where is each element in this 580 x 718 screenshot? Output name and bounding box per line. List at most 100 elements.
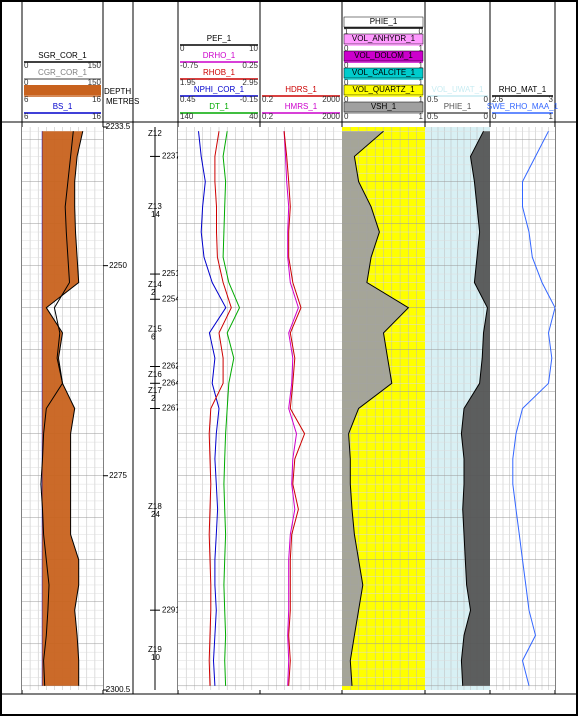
scale-min: 140 <box>180 112 194 121</box>
zone-name: Z17 <box>148 386 162 395</box>
curve-name: DRHO_1 <box>203 51 236 60</box>
curve-header-box <box>343 67 424 79</box>
depth-unit: METRES <box>106 97 139 106</box>
curve-name: CAL_1 <box>50 85 75 94</box>
scale-min: 0 <box>344 61 349 70</box>
curve-name: CGR_COR_1 <box>38 68 87 77</box>
curve-header-box <box>24 102 101 112</box>
marker-label: 2251 <box>162 269 180 278</box>
curve-header-box <box>343 101 424 113</box>
curve-header-box <box>180 34 258 44</box>
scale-min: 6 <box>24 95 29 104</box>
curve <box>283 131 299 686</box>
scale-max: 1 <box>419 95 424 104</box>
scale-min: -0.75 <box>180 61 199 70</box>
zone-sub: 6 <box>151 333 156 342</box>
curve-name: SWE_RHO_MAA_1 <box>487 102 559 111</box>
scale-max: 16 <box>92 95 101 104</box>
curve <box>208 131 232 686</box>
zone-name: Z16 <box>148 370 162 379</box>
scale-min: 0 <box>344 95 349 104</box>
curve <box>40 131 74 686</box>
scale-max: 2.95 <box>242 78 258 87</box>
zone-name: Z15 <box>148 325 162 334</box>
depth-tick-label: 2233.5 <box>106 122 131 131</box>
scale-max: 16 <box>92 112 101 121</box>
scale-min: 1.95 <box>180 78 196 87</box>
curve-header-box <box>343 16 424 28</box>
scale-max: 2000 <box>322 112 340 121</box>
curve-fill <box>42 131 83 686</box>
curve-header-box <box>343 33 424 45</box>
scale-min: 0.5 <box>427 95 439 104</box>
scale-min: 0.2 <box>262 95 274 104</box>
zone-sub: 24 <box>151 510 160 519</box>
curve-name: PHIE_1 <box>370 17 398 26</box>
curve-fill <box>342 131 409 686</box>
zone-name: Z13 <box>148 202 162 211</box>
curve-name: VOL_ANHYDR_1 <box>352 34 416 43</box>
curve-header-box <box>180 102 258 112</box>
curve-name: SGR_COR_1 <box>38 51 87 60</box>
scale-max: 3 <box>549 95 554 104</box>
curve <box>198 131 227 686</box>
scale-min: 0.45 <box>180 95 196 104</box>
scale-min: 0 <box>24 78 29 87</box>
scale-max: 1 <box>419 78 424 87</box>
marker-label: 2267 <box>162 404 180 413</box>
scale-min: 0 <box>344 44 349 53</box>
marker-label: 2262 <box>162 362 180 371</box>
curve <box>283 131 306 686</box>
curve-name: VOL_DOLOM_1 <box>354 51 413 60</box>
depth-tick-label: 2275 <box>109 471 127 480</box>
curve-header-box <box>427 85 488 95</box>
curve-header-box <box>427 102 488 112</box>
marker-label: 2291 <box>162 605 180 614</box>
scale-max: 0 <box>484 112 489 121</box>
zone-name: Z12 <box>148 129 162 138</box>
scale-min: 0 <box>344 78 349 87</box>
scale-min: 0.5 <box>427 112 439 121</box>
depth-tick-label: 2300.5 <box>106 685 131 694</box>
scale-min: 2.6 <box>492 95 504 104</box>
curve <box>45 131 84 686</box>
scale-max: 150 <box>88 78 102 87</box>
zone-name: Z18 <box>148 502 162 511</box>
curve-name: HDRS_1 <box>285 85 317 94</box>
curve-header-box <box>262 85 340 95</box>
scale-max: 1 <box>419 61 424 70</box>
scale-min: 6 <box>24 112 29 121</box>
curve-name: DT_1 <box>209 102 229 111</box>
scale-min: 1 <box>344 27 349 36</box>
curve-header-box <box>262 102 340 112</box>
scale-max: 0 <box>484 95 489 104</box>
scale-max: 2000 <box>322 95 340 104</box>
curve-header-box <box>24 85 101 95</box>
curve-name: HMRS_1 <box>285 102 318 111</box>
scale-min: 0 <box>24 61 29 70</box>
scale-min: 0 <box>492 112 497 121</box>
curve-header-box <box>24 51 101 61</box>
scale-min: 0 <box>180 44 185 53</box>
depth-tick-label: 2250 <box>109 261 127 270</box>
curve-name: RHOB_1 <box>203 68 236 77</box>
marker-label: 2254 <box>162 294 180 303</box>
zone-sub: 10 <box>151 653 160 662</box>
curve-name: VSH_1 <box>371 102 397 111</box>
curve-header-box <box>180 51 258 61</box>
curve-header-box <box>180 68 258 78</box>
curve-header-box <box>180 85 258 95</box>
scale-max: 0.25 <box>242 61 258 70</box>
curve-name: VOL_UWAT_1 <box>431 85 484 94</box>
scale-max: -0.15 <box>240 95 259 104</box>
zone-sub: 2 <box>151 394 156 403</box>
scale-max: 0 <box>419 27 424 36</box>
scale-min: 0.2 <box>262 112 274 121</box>
scale-max: 1 <box>549 112 554 121</box>
marker-label: 2237 <box>162 152 180 161</box>
curve <box>460 130 488 686</box>
curve-name: PEF_1 <box>207 34 232 43</box>
curve-header-box <box>492 102 553 112</box>
curve-name: NPHI_COR_1 <box>194 85 245 94</box>
